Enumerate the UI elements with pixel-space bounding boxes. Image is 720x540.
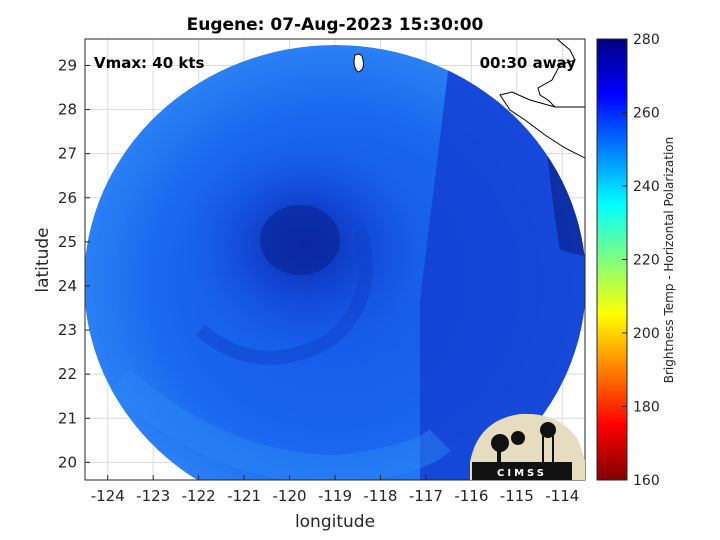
- x-tick-label: -124: [91, 487, 125, 505]
- y-tick-label: 28: [58, 101, 77, 119]
- logo-text: CIMSS: [497, 468, 547, 479]
- x-tick-label: -119: [318, 487, 352, 505]
- y-tick-label: 22: [58, 365, 77, 383]
- colorbar-tick-label: 240: [633, 179, 660, 195]
- logo-tower-leg-1: [542, 436, 544, 462]
- colorbar-ticks: 160 180 200 220 240 260 280: [622, 32, 660, 489]
- logo-dish-left: [491, 434, 509, 452]
- island: [353, 53, 364, 73]
- cimss-logo: CIMSS: [470, 413, 585, 480]
- logo-dish-stand: [497, 448, 501, 462]
- x-tick-label: -116: [454, 487, 488, 505]
- y-axis-label: latitude: [33, 227, 53, 292]
- logo-banner: [472, 462, 572, 480]
- spiral-band: [195, 228, 373, 365]
- logo-dish-right: [511, 431, 525, 445]
- colorbar-tick-label: 260: [633, 106, 660, 122]
- x-tick-label: -117: [409, 487, 443, 505]
- logo-tower-leg-2: [552, 436, 554, 462]
- y-tick-label: 25: [58, 233, 77, 251]
- time-away-annotation: 00:30 away: [480, 54, 577, 72]
- y-tick-label: 27: [58, 145, 77, 163]
- colorbar-label: Brightness Temp - Horizontal Polarizatio…: [662, 137, 676, 384]
- y-tick-label: 23: [58, 321, 77, 339]
- storm-eye-region: [260, 205, 340, 275]
- colorbar-tick-label: 280: [633, 32, 660, 48]
- y-tick-label: 26: [58, 189, 77, 207]
- x-tick-label: -123: [136, 487, 170, 505]
- x-axis-label: longitude: [295, 512, 375, 532]
- x-axis-ticks: -124 -123 -122 -121 -120 -119 -118 -117 -116 -115…: [91, 475, 579, 505]
- y-tick-label: 24: [58, 277, 77, 295]
- land-baja: [537, 39, 585, 108]
- colorbar-tick-label: 160: [633, 473, 660, 489]
- x-tick-label: -115: [500, 487, 534, 505]
- x-tick-label: -118: [363, 487, 397, 505]
- land-coast: [499, 91, 585, 159]
- chart-title: Eugene: 07-Aug-2023 15:30:00: [187, 15, 484, 35]
- x-tick-label: -114: [545, 487, 579, 505]
- y-tick-label: 20: [58, 453, 77, 471]
- colorbar-tick-label: 180: [633, 400, 660, 416]
- y-axis-ticks: 20 21 22 23 24 25 26 27 28 29: [58, 56, 90, 471]
- colorbar-tick-label: 220: [633, 253, 660, 269]
- colorbar-tick-label: 200: [633, 326, 660, 342]
- logo-water-tower: [540, 422, 556, 438]
- y-tick-label: 21: [58, 409, 77, 427]
- outer-band: [109, 368, 451, 480]
- y-tick-label: 29: [58, 56, 77, 74]
- x-tick-label: -121: [227, 487, 261, 505]
- x-tick-label: -120: [273, 487, 307, 505]
- x-tick-label: -122: [182, 487, 216, 505]
- vmax-annotation: Vmax: 40 kts: [94, 54, 204, 72]
